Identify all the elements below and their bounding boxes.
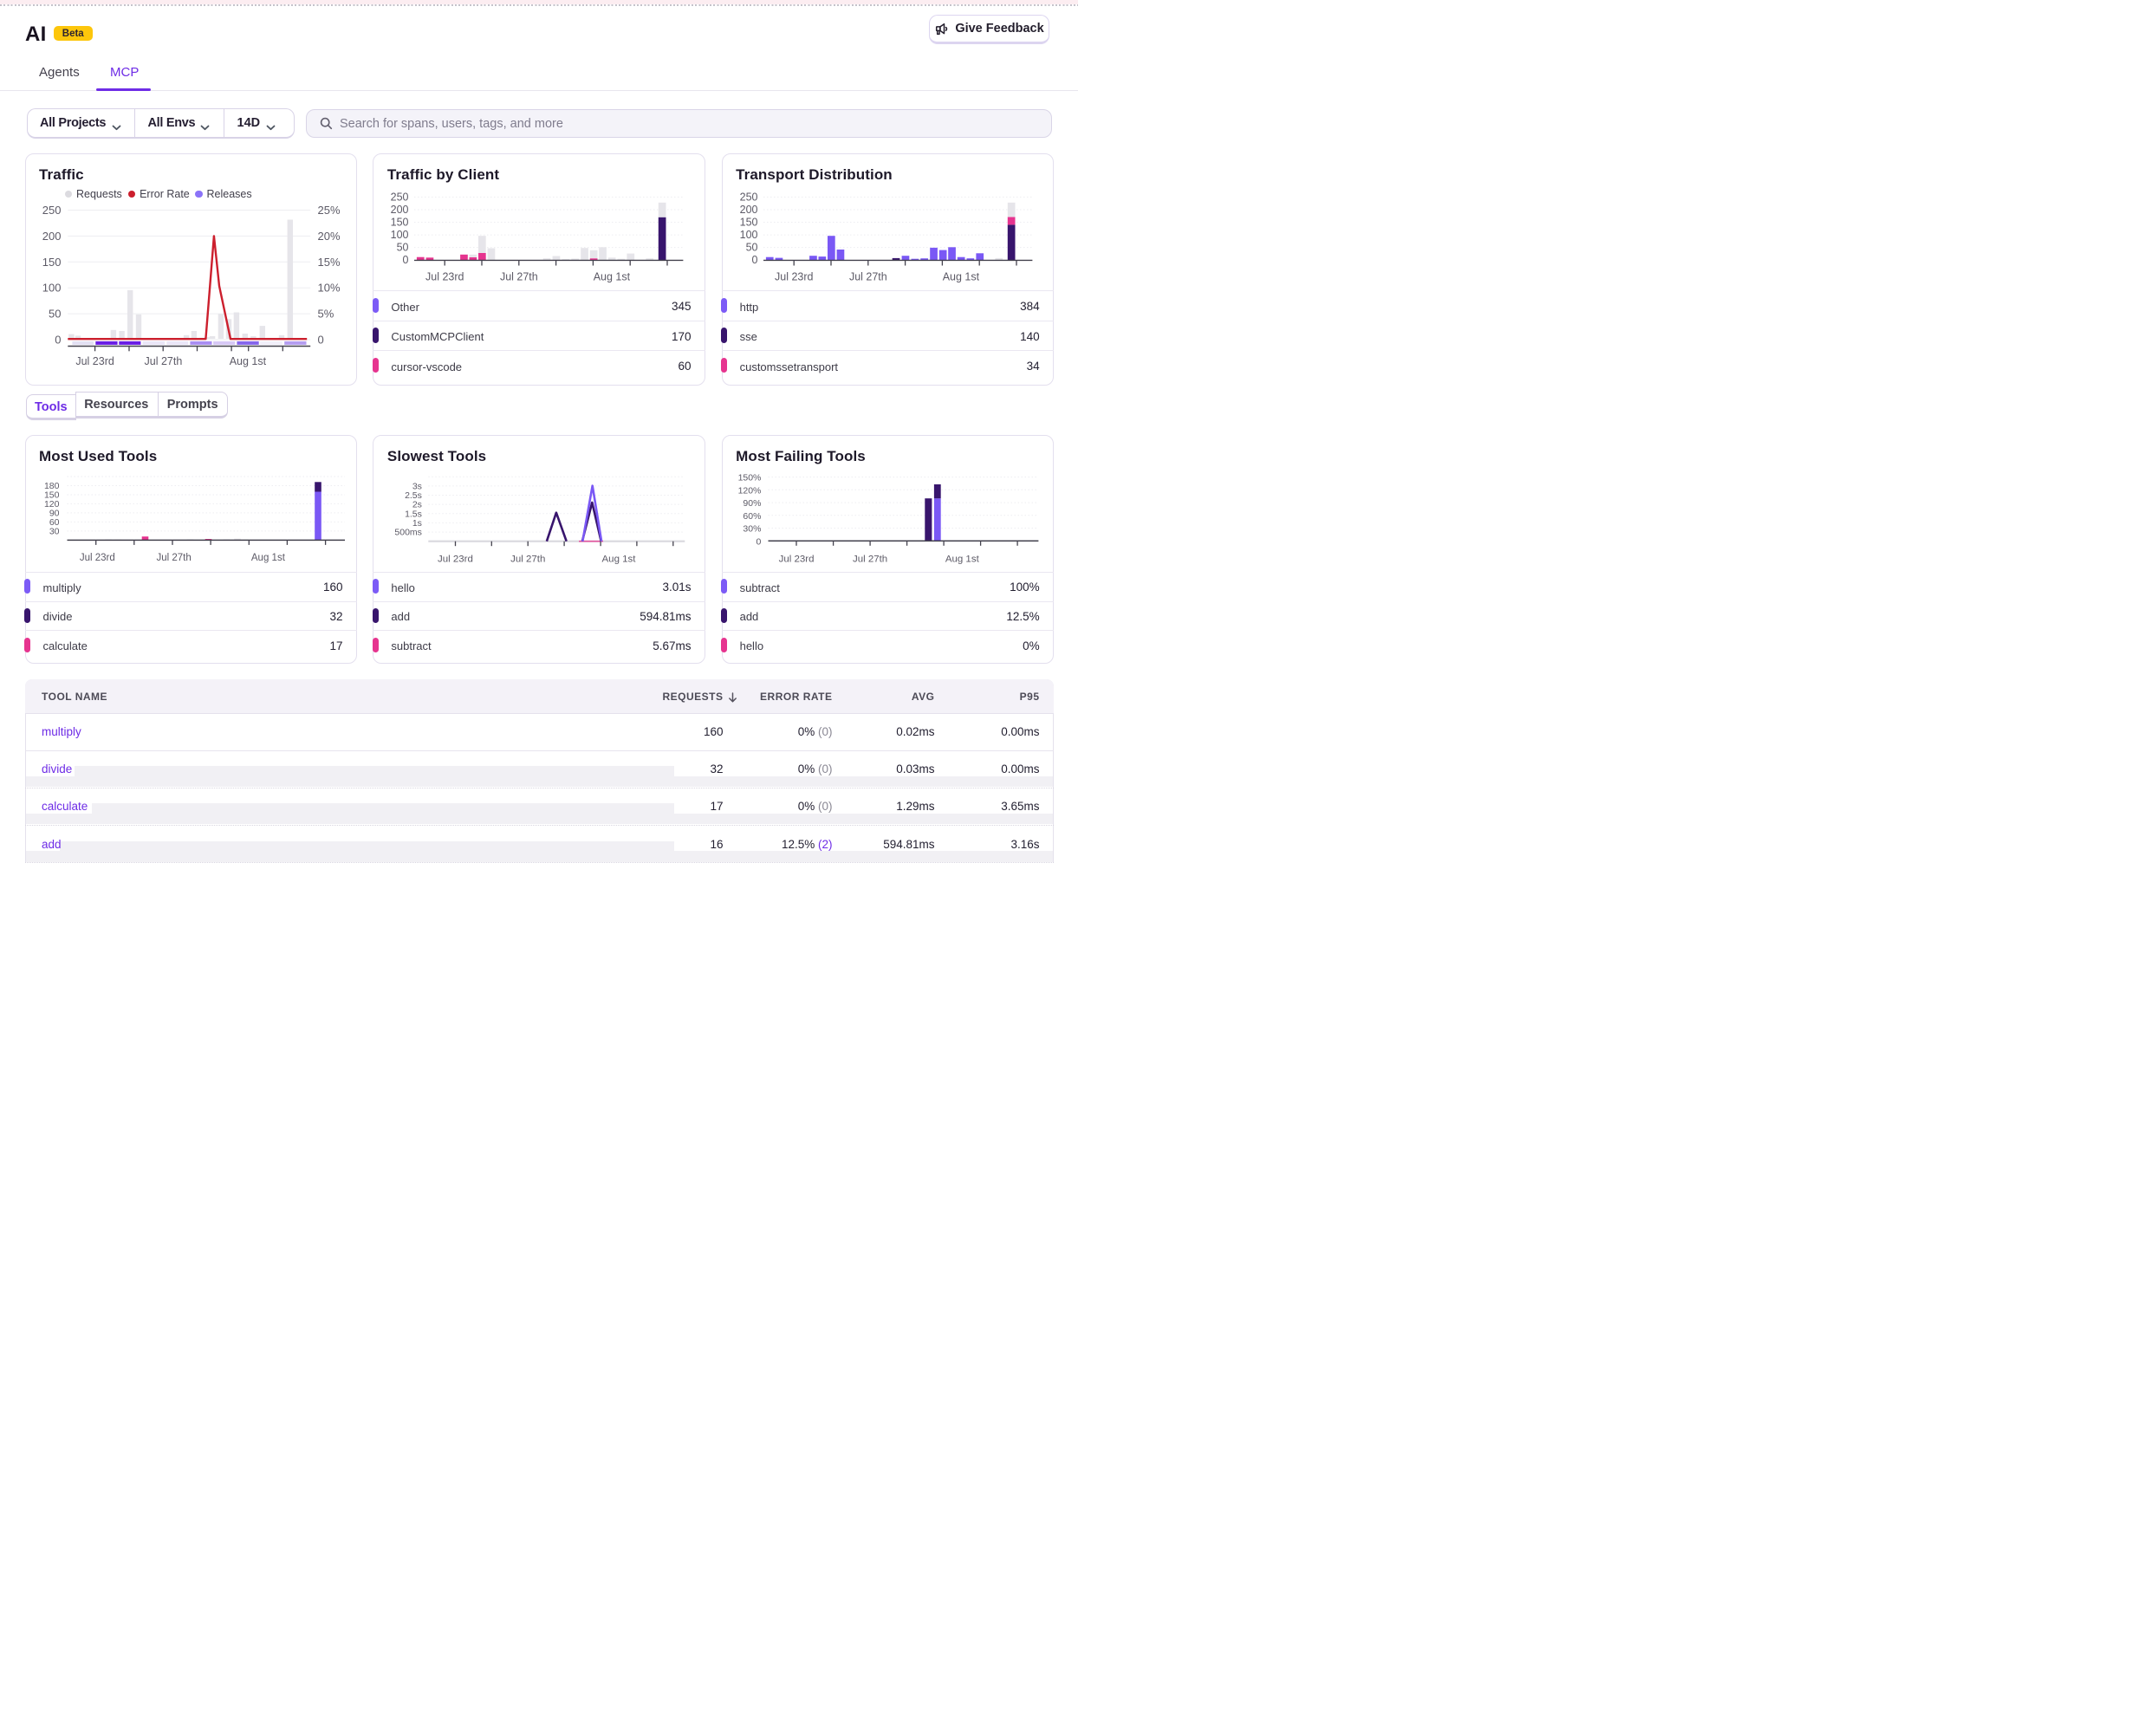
svg-text:5%: 5%: [317, 308, 334, 321]
svg-text:120: 120: [43, 499, 59, 509]
svg-text:Aug 1st: Aug 1st: [229, 355, 266, 367]
svg-text:250: 250: [42, 204, 61, 217]
svg-text:150: 150: [739, 216, 757, 228]
svg-text:60: 60: [49, 517, 59, 528]
svg-text:Jul 23rd: Jul 23rd: [438, 554, 473, 564]
svg-text:180: 180: [43, 481, 59, 491]
svg-text:Aug 1st: Aug 1st: [594, 270, 631, 282]
svg-text:3s: 3s: [412, 482, 422, 491]
svg-text:Jul 23rd: Jul 23rd: [775, 270, 813, 282]
svg-text:100: 100: [391, 229, 409, 241]
svg-text:150%: 150%: [737, 474, 761, 483]
svg-text:Aug 1st: Aug 1st: [250, 553, 285, 563]
svg-text:Jul 27th: Jul 27th: [511, 554, 546, 564]
svg-text:Aug 1st: Aug 1st: [945, 554, 979, 564]
svg-text:200: 200: [391, 204, 409, 216]
svg-text:200: 200: [739, 204, 757, 216]
svg-text:250: 250: [391, 191, 409, 203]
svg-text:0: 0: [55, 334, 61, 347]
svg-text:25%: 25%: [317, 204, 340, 217]
svg-text:Jul 27th: Jul 27th: [849, 270, 887, 282]
svg-text:200: 200: [42, 230, 61, 243]
svg-text:0: 0: [317, 334, 323, 347]
svg-text:Aug 1st: Aug 1st: [942, 270, 979, 282]
svg-text:Jul 23rd: Jul 23rd: [425, 270, 464, 282]
svg-text:10%: 10%: [317, 282, 340, 295]
svg-text:Jul 27th: Jul 27th: [500, 270, 538, 282]
svg-text:0: 0: [756, 537, 761, 547]
svg-text:0: 0: [751, 254, 757, 266]
svg-text:100: 100: [42, 282, 61, 295]
svg-text:Jul 27th: Jul 27th: [156, 553, 191, 563]
svg-text:Jul 23rd: Jul 23rd: [75, 355, 114, 367]
svg-text:Aug 1st: Aug 1st: [602, 554, 637, 564]
svg-text:30%: 30%: [743, 525, 761, 535]
svg-text:500ms: 500ms: [395, 529, 422, 538]
svg-text:15%: 15%: [317, 256, 340, 269]
svg-text:120%: 120%: [737, 486, 761, 496]
svg-text:2s: 2s: [412, 501, 422, 510]
svg-text:Jul 23rd: Jul 23rd: [778, 554, 814, 564]
svg-text:1s: 1s: [412, 519, 422, 529]
svg-text:50: 50: [745, 242, 757, 254]
svg-text:2.5s: 2.5s: [405, 491, 422, 501]
svg-text:90: 90: [49, 508, 59, 518]
svg-text:150: 150: [42, 256, 61, 269]
svg-text:50: 50: [397, 242, 409, 254]
svg-text:100: 100: [739, 229, 757, 241]
svg-text:30: 30: [49, 526, 59, 536]
svg-text:250: 250: [739, 191, 757, 203]
svg-text:Jul 27th: Jul 27th: [144, 355, 182, 367]
svg-text:1.5s: 1.5s: [405, 509, 422, 519]
svg-text:Jul 27th: Jul 27th: [853, 554, 887, 564]
svg-text:Jul 23rd: Jul 23rd: [79, 553, 114, 563]
svg-text:90%: 90%: [743, 499, 761, 509]
svg-text:0: 0: [403, 254, 409, 266]
svg-text:20%: 20%: [317, 230, 340, 243]
svg-text:150: 150: [43, 490, 59, 501]
svg-text:60%: 60%: [743, 512, 761, 522]
svg-text:150: 150: [391, 216, 409, 228]
svg-text:50: 50: [49, 308, 61, 321]
